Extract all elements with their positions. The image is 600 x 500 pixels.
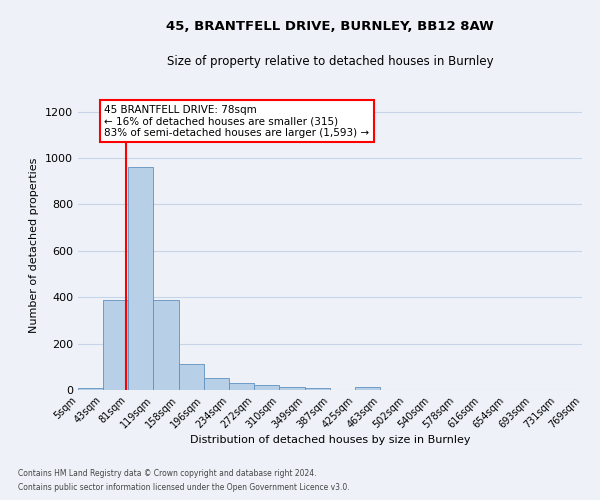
X-axis label: Distribution of detached houses by size in Burnley: Distribution of detached houses by size … [190,436,470,446]
Bar [204,378,229,390]
Text: 45, BRANTFELL DRIVE, BURNLEY, BB12 8AW: 45, BRANTFELL DRIVE, BURNLEY, BB12 8AW [166,20,494,33]
Bar [179,364,204,390]
Bar [254,386,279,390]
Bar [128,168,153,390]
Text: 45 BRANTFELL DRIVE: 78sqm
← 16% of detached houses are smaller (315)
83% of semi: 45 BRANTFELL DRIVE: 78sqm ← 16% of detac… [104,104,370,138]
Bar [305,388,330,390]
Bar [78,388,103,390]
Bar [153,300,179,390]
Text: Size of property relative to detached houses in Burnley: Size of property relative to detached ho… [167,55,493,68]
Text: Contains public sector information licensed under the Open Government Licence v3: Contains public sector information licen… [18,484,350,492]
Bar [229,383,254,390]
Bar [355,386,380,390]
Bar [103,300,128,390]
Y-axis label: Number of detached properties: Number of detached properties [29,158,40,332]
Text: Contains HM Land Registry data © Crown copyright and database right 2024.: Contains HM Land Registry data © Crown c… [18,468,317,477]
Bar [279,386,305,390]
